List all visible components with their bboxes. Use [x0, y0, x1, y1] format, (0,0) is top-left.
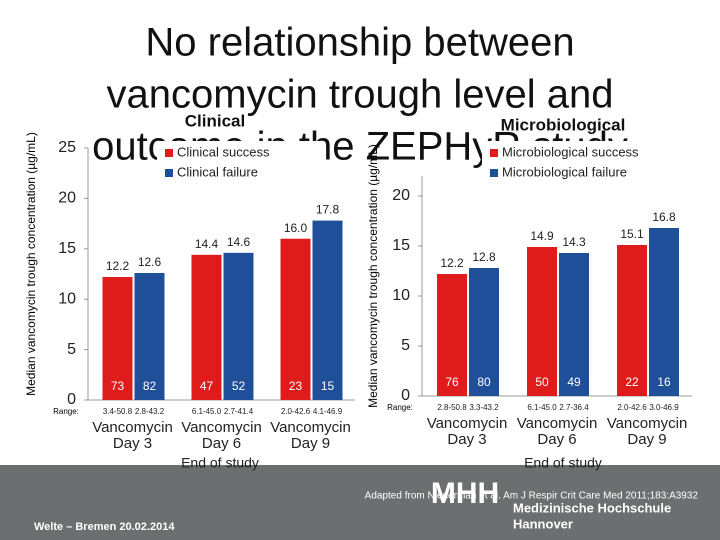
x-tick-label: Vancomycin Day 9	[606, 415, 688, 448]
range-value: 2.8-50.8	[437, 403, 467, 412]
footer-band	[0, 465, 720, 540]
count-label: 50	[535, 375, 549, 389]
range-value: 2.0-42.6	[617, 403, 647, 412]
value-label: 15.1	[620, 227, 644, 241]
value-label: 12.2	[440, 256, 464, 270]
range-value: 6.1-45.0	[192, 407, 222, 416]
bar	[280, 238, 311, 400]
count-label: 47	[200, 379, 214, 393]
range-label: Range:	[387, 403, 413, 412]
legend-box	[157, 141, 322, 187]
y-axis-label: Median vancomycin trough concentration (…	[366, 144, 380, 408]
title: No relationship between	[145, 21, 574, 65]
y-tick-label: 5	[67, 341, 76, 358]
count-label: 22	[625, 375, 639, 389]
institution: Medizinische Hochschule	[513, 500, 671, 515]
logo: MHH	[431, 477, 499, 510]
bar	[559, 253, 589, 396]
x-tick-label: Vancomycin Day 3	[426, 415, 508, 448]
bar	[527, 247, 557, 396]
y-tick-label: 15	[392, 237, 410, 254]
value-label: 16.0	[284, 221, 308, 235]
range-value: 2.0-42.6	[281, 407, 311, 416]
chart-title: Clinical	[185, 111, 245, 130]
bar	[617, 245, 647, 396]
y-tick-label: 5	[401, 337, 410, 354]
legend-swatch	[165, 169, 173, 177]
range-value: 2.7-36.4	[559, 403, 589, 412]
legend-label: Clinical success	[177, 144, 270, 159]
bar	[191, 254, 222, 400]
count-label: 23	[289, 379, 303, 393]
y-tick-label: 10	[58, 290, 76, 307]
count-label: 52	[232, 379, 246, 393]
bar	[223, 252, 254, 400]
value-label: 14.3	[562, 235, 586, 249]
legend-swatch	[165, 149, 173, 157]
x-tick-label: Vancomycin Day 6	[181, 419, 262, 452]
count-label: 80	[477, 375, 491, 389]
y-tick-label: 20	[392, 187, 410, 204]
x-tick-label: Vancomycin Day 6	[516, 415, 598, 448]
count-label: 16	[657, 375, 671, 389]
chart-title: Microbiological	[501, 115, 626, 134]
legend-box	[482, 141, 647, 187]
count-label: 49	[567, 375, 581, 389]
range-value: 4.1-46.9	[313, 407, 343, 416]
legend-label: Microbiological failure	[502, 164, 627, 179]
range-value: 2.8-43.2	[135, 407, 165, 416]
bar	[649, 228, 679, 396]
count-label: 76	[445, 375, 459, 389]
y-tick-label: 10	[392, 287, 410, 304]
legend-swatch	[490, 169, 498, 177]
bar	[134, 272, 165, 400]
range-value: 2.7-41.4	[224, 407, 254, 416]
citation: Adapted from Niederman et al. Am J Respi…	[365, 491, 699, 502]
x-axis-label: End of study	[181, 455, 259, 471]
y-tick-label: 15	[58, 240, 76, 257]
value-label: 14.9	[530, 229, 554, 243]
value-label: 16.8	[652, 210, 676, 224]
range-value: 3.0-46.9	[649, 403, 679, 412]
bar	[102, 277, 133, 400]
value-label: 12.8	[472, 250, 496, 264]
count-label: 73	[111, 379, 125, 393]
range-value: 3.4-50.8	[103, 407, 133, 416]
legend-swatch	[490, 149, 498, 157]
range-value: 6.1-45.0	[527, 403, 557, 412]
author: Welte – Bremen 20.02.2014	[34, 521, 175, 533]
value-label: 14.4	[195, 237, 219, 251]
title: vancomycin trough level and	[107, 73, 614, 117]
x-tick-label: Vancomycin Day 9	[270, 419, 351, 452]
y-tick-label: 20	[58, 190, 76, 207]
y-axis-label: Median vancomycin trough concentration (…	[24, 132, 38, 396]
bar	[469, 268, 499, 396]
value-label: 14.6	[227, 235, 251, 249]
range-label: Range:	[53, 407, 79, 416]
bar	[312, 220, 343, 400]
bar	[437, 274, 467, 396]
institution: Hannover	[513, 516, 573, 531]
x-axis-label: End of study	[524, 455, 602, 471]
count-label: 82	[143, 379, 157, 393]
value-label: 17.8	[316, 203, 340, 217]
x-tick-label: Vancomycin Day 3	[92, 419, 173, 452]
count-label: 15	[321, 379, 335, 393]
legend-label: Clinical failure	[177, 164, 258, 179]
range-value: 3.3-43.2	[469, 403, 499, 412]
y-tick-label: 0	[67, 391, 76, 408]
legend-label: Microbiological success	[502, 144, 639, 159]
value-label: 12.2	[106, 259, 130, 273]
y-tick-label: 0	[401, 387, 410, 404]
y-tick-label: 25	[58, 139, 76, 156]
value-label: 12.6	[138, 255, 162, 269]
